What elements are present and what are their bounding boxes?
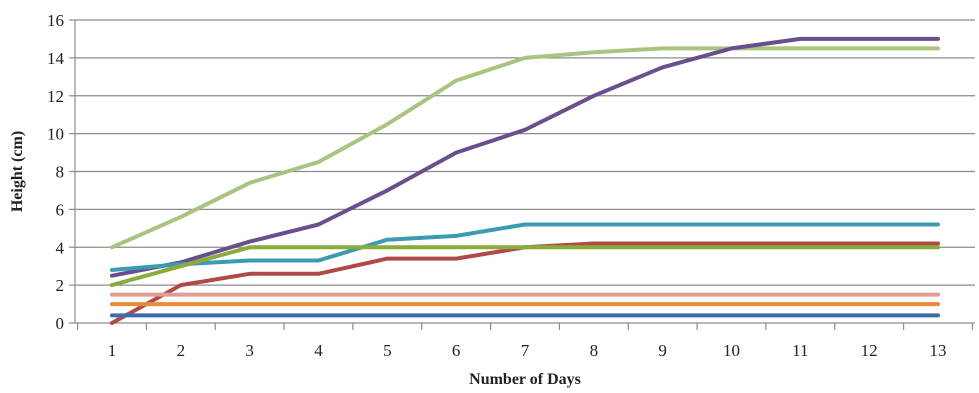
x-tick-label: 3 (245, 341, 254, 360)
x-tick-label: 13 (930, 341, 947, 360)
x-tick-label: 9 (658, 341, 667, 360)
y-tick-label: 4 (56, 238, 65, 257)
y-tick-label: 8 (56, 163, 65, 182)
y-tick-label: 0 (56, 314, 65, 333)
axes (69, 19, 975, 330)
x-tick-label: 2 (177, 341, 186, 360)
x-tick-label: 11 (792, 341, 808, 360)
y-tick-label: 16 (47, 11, 64, 30)
x-tick-label: 4 (314, 341, 323, 360)
x-axis-title: Number of Days (469, 371, 581, 388)
x-tick-label: 10 (723, 341, 740, 360)
x-tick-label: 1 (108, 341, 117, 360)
series-line-3 (110, 222, 940, 272)
series-line-2 (110, 36, 940, 278)
series-line-5 (110, 245, 940, 288)
x-tick-label: 12 (861, 341, 878, 360)
y-tick-label: 6 (56, 200, 65, 219)
x-tick-label: 7 (521, 341, 530, 360)
series-lines (110, 36, 940, 325)
y-tick-label: 10 (47, 125, 64, 144)
y-tick-label: 14 (47, 49, 65, 68)
y-tick-label: 2 (56, 276, 65, 295)
series-line-1 (110, 46, 940, 250)
y-axis-title: Height (cm) (9, 131, 26, 212)
x-tick-label: 6 (452, 341, 461, 360)
x-tick-label: 5 (383, 341, 392, 360)
x-tick-label: 8 (590, 341, 599, 360)
series-line-4 (110, 241, 940, 325)
y-tick-label: 12 (47, 87, 64, 106)
